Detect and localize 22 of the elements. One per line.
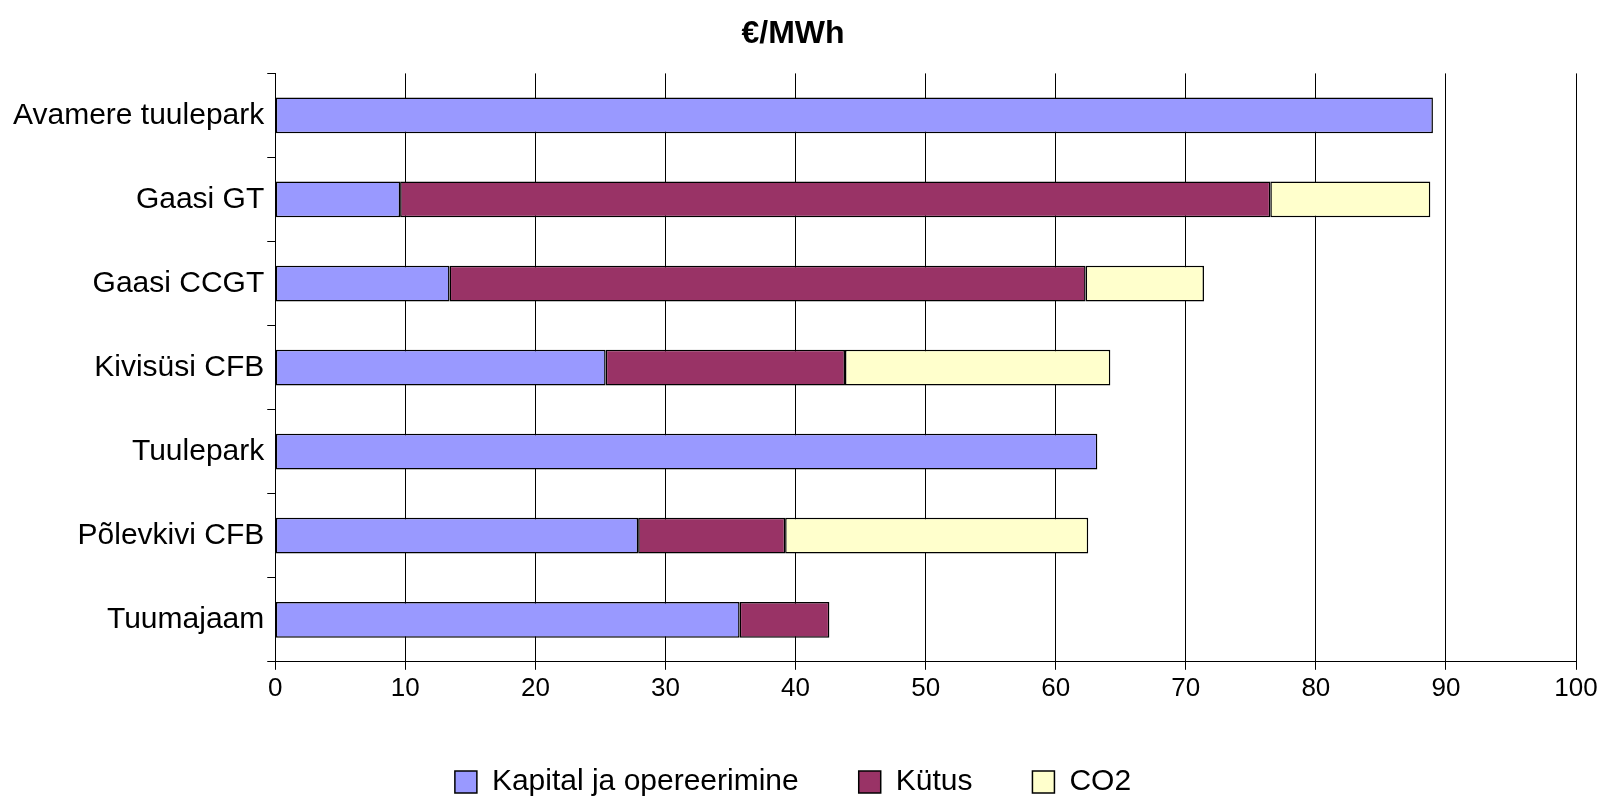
x-tick-label: 0 [268, 671, 283, 702]
y-tick-label: Gaasi CCGT [92, 264, 265, 298]
x-tick-label: 30 [651, 671, 680, 702]
y-tick-label: Tuumajaam [106, 601, 265, 635]
y-tick-label: Kivisüsi CFB [94, 348, 265, 382]
x-tick-label: 70 [1171, 671, 1201, 702]
y-tick-label: Gaasi GT [135, 180, 265, 214]
y-tick-label: Tuulepark [131, 432, 266, 466]
x-tick-label: 60 [1041, 671, 1071, 702]
x-tick-label: 80 [1301, 671, 1331, 702]
x-tick-label: 50 [911, 671, 941, 702]
x-tick-label: 100 [1554, 671, 1598, 702]
legend-label: CO2 [1069, 763, 1132, 797]
x-tick-label: 20 [520, 671, 550, 702]
y-tick-label: Põlevkivi CFB [77, 516, 265, 550]
x-tick-label: 90 [1431, 671, 1461, 702]
chart-title: €/MWh [741, 14, 845, 51]
legend-label: Kapital ja opereerimine [491, 763, 799, 797]
y-tick-label: Avamere tuulepark [13, 96, 266, 130]
x-tick-label: 40 [781, 671, 811, 702]
x-tick-label: 10 [390, 671, 420, 702]
legend-label: Kütus [895, 763, 973, 797]
